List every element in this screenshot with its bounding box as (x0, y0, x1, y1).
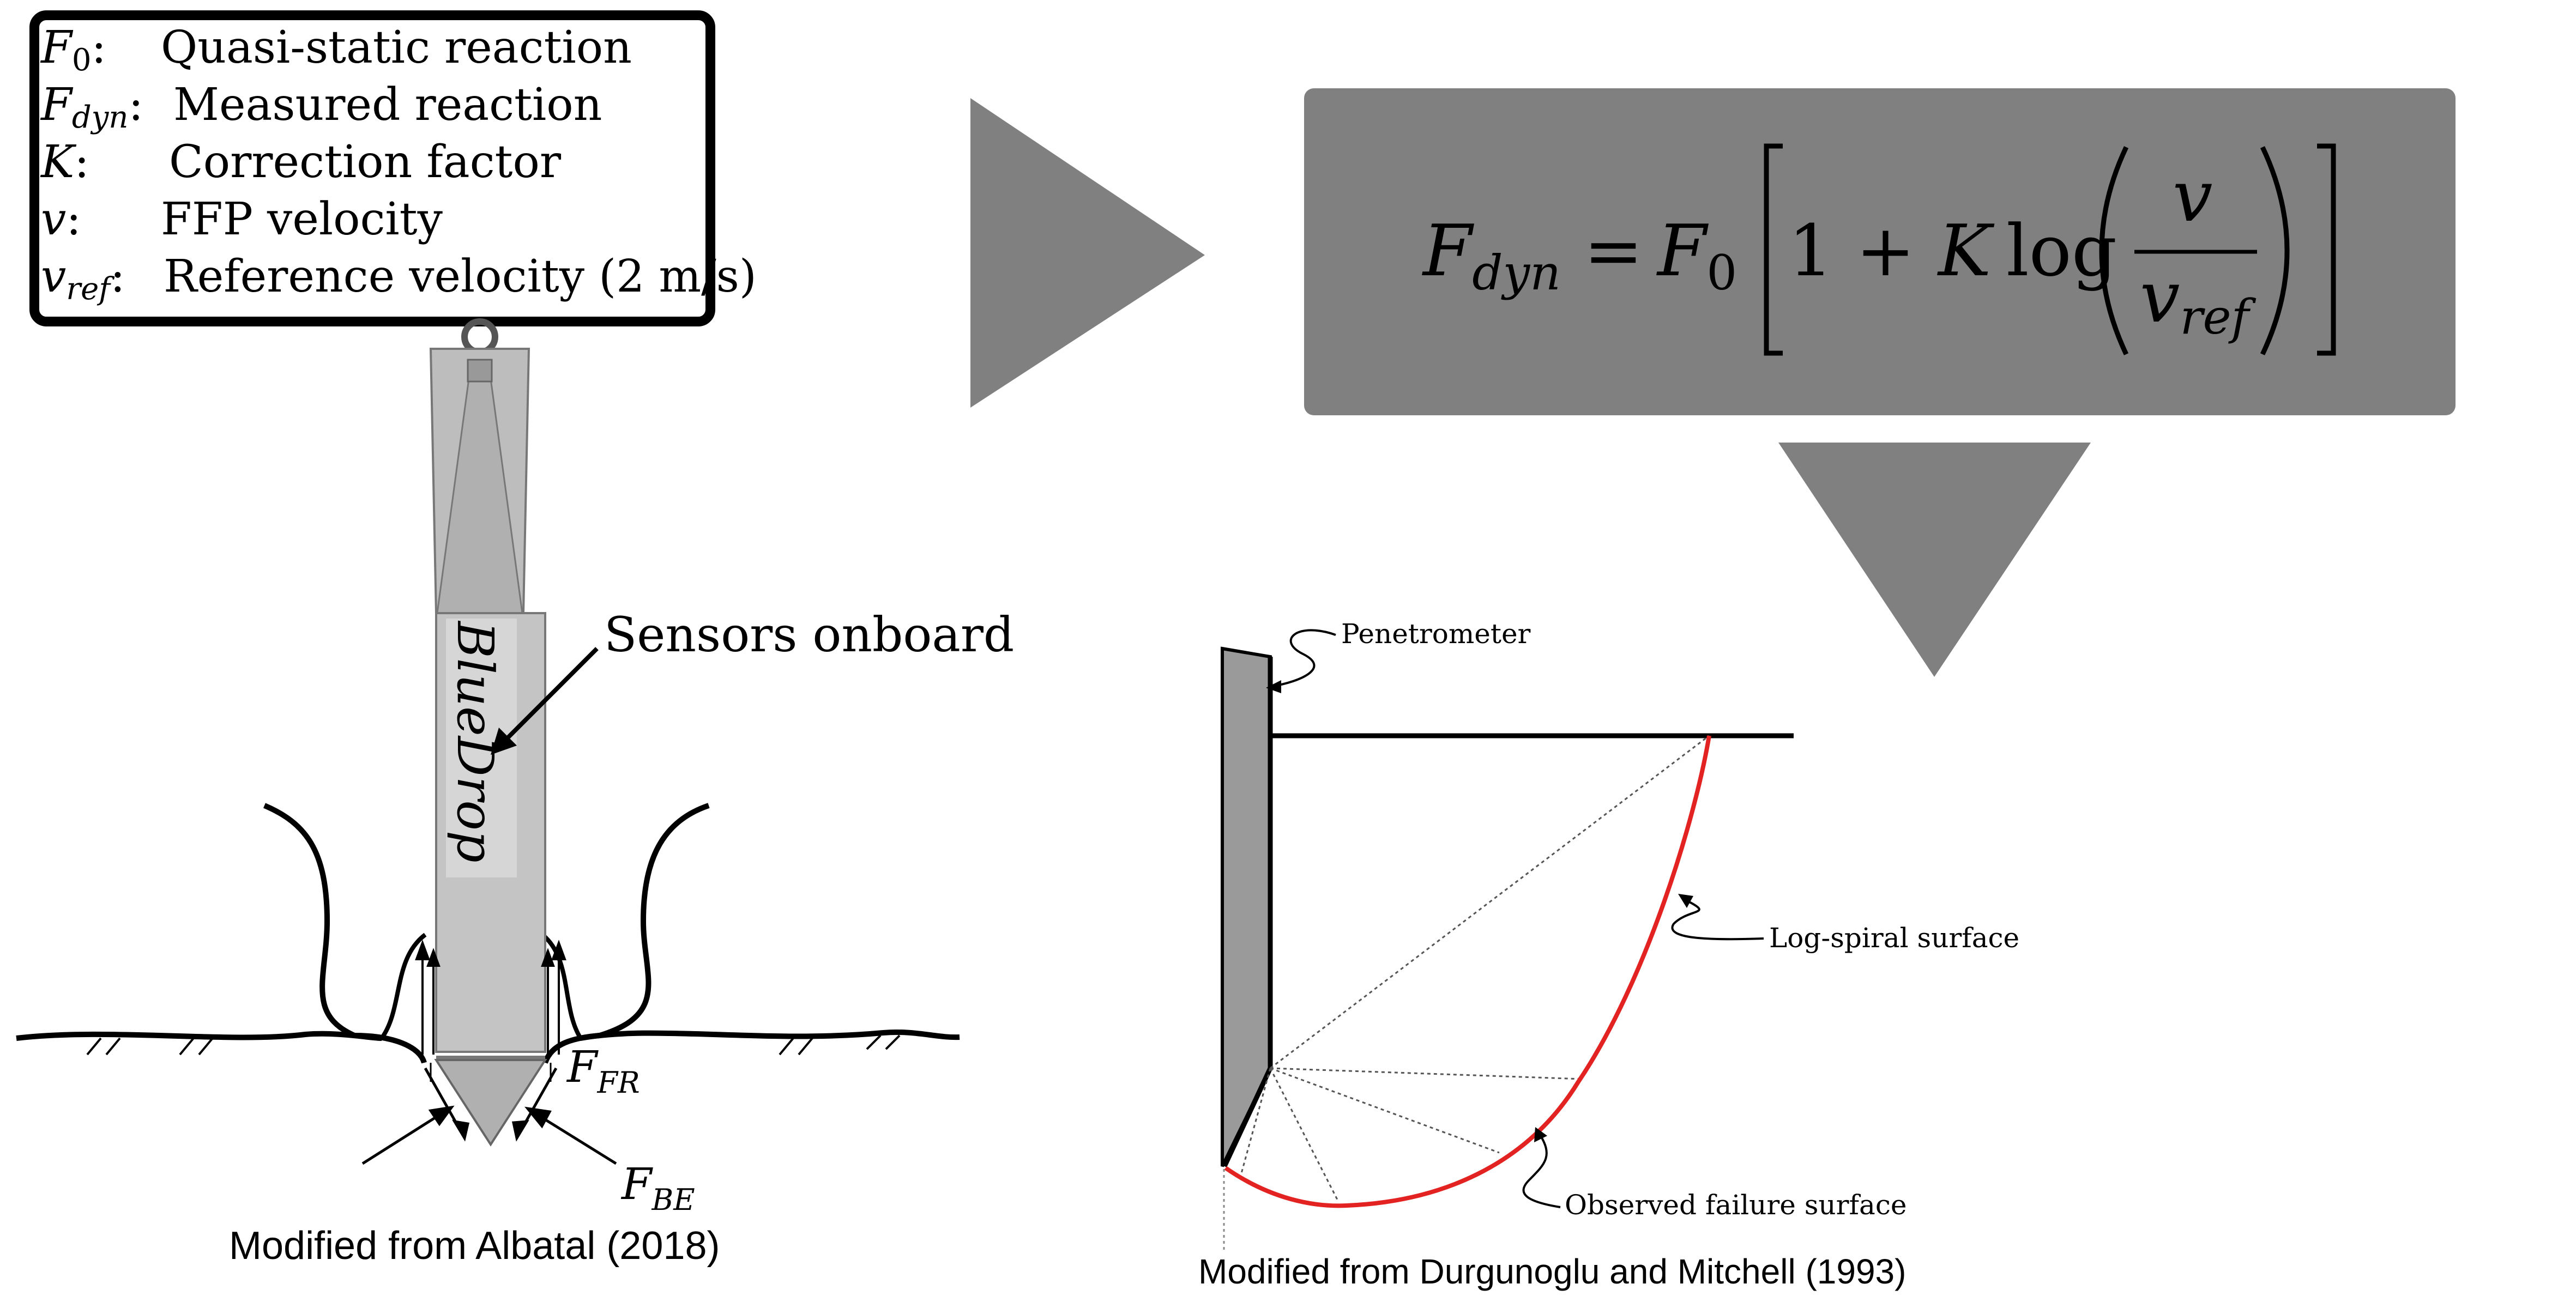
observed-label: Observed failure surface (1565, 1189, 1907, 1221)
legend-box: F0: Quasi-static reaction Fdyn: Measured… (29, 10, 757, 326)
equation-log: log (2006, 209, 2117, 292)
legend-text-fdyn: Measured reaction (173, 79, 602, 131)
legend-border (29, 10, 715, 326)
log-spiral-leader-head (1678, 894, 1693, 908)
legend-row-fdyn: Fdyn: (40, 79, 143, 135)
left-paren (2099, 146, 2129, 355)
legend-row-k: K: (40, 136, 89, 188)
right-soil-heave-inner (541, 932, 583, 1040)
equation-panel: Fdyn = F0 1 + K log v vref (1304, 88, 2456, 415)
penetrometer-body: BlueDrop (429, 318, 547, 1147)
radial-lines (1239, 735, 1710, 1202)
legend-text-k: Correction factor (169, 136, 562, 188)
equation-equals: = (1584, 209, 1643, 292)
equation-lhs: Fdyn (1422, 209, 1561, 301)
failure-curve (1224, 735, 1711, 1208)
sensors-arrowhead (491, 728, 517, 755)
right-bracket (2317, 143, 2336, 356)
log-spiral-label: Log-spiral surface (1769, 922, 2019, 954)
legend-text-v: FFP velocity (161, 193, 443, 245)
durgunoglu-caption: Modified from Durgunoglu and Mitchell (1… (1198, 1252, 1906, 1291)
log-spiral-leader (1671, 897, 1764, 941)
penetrometer-diagram: BlueDrop Sensors onboard (16, 318, 1014, 1268)
legend-row-v: v: (41, 193, 81, 245)
equation-denominator: vref (2140, 256, 2257, 345)
sensors-label: Sensors onboard (604, 607, 1014, 663)
left-bracket (1764, 143, 1783, 356)
legend-row-vref: vref: (41, 251, 125, 307)
ground-hatching (86, 1034, 901, 1056)
penetrometer-leader-head (1266, 680, 1281, 693)
observed-leader-head (1534, 1127, 1547, 1142)
failure-surface-diagram: Penetrometer Log-spiral surface Observed… (1198, 618, 2019, 1291)
penetrometer-cone (434, 1059, 547, 1147)
equation-background (1304, 88, 2456, 415)
penetrometer-label: Penetrometer (1341, 618, 1531, 650)
friction-arrows (415, 940, 566, 1055)
legend-text-f0: Quasi-static reaction (161, 22, 632, 74)
force-fr-label: FFR (566, 1041, 640, 1100)
left-soil-heave-inner (379, 932, 427, 1040)
observed-leader (1522, 1131, 1561, 1208)
equation-one-plus: 1 + (1788, 209, 1938, 292)
bearing-arrows (361, 1063, 617, 1165)
flow-arrow-down (1778, 443, 2091, 677)
equation-numerator: v (2173, 155, 2212, 238)
legend-row-f0: F0: (40, 22, 106, 78)
right-soil-heave (542, 803, 710, 1064)
force-be-label: FBE (620, 1159, 695, 1217)
right-paren (2260, 146, 2290, 355)
sensors-leader (500, 647, 599, 746)
left-soil-heave (263, 803, 427, 1064)
equation-k: K (1937, 209, 1995, 292)
albatal-caption: Modified from Albatal (2018) (229, 1224, 720, 1268)
cap-nut (467, 359, 493, 383)
cone-edge (1222, 1067, 1273, 1167)
device-label: BlueDrop (446, 620, 504, 863)
legend-text-vref: Reference velocity (2 m/s) (164, 251, 757, 302)
penetrometer-leader (1270, 629, 1336, 688)
flow-arrow-right (970, 98, 1205, 408)
equation-f0: F0 (1656, 209, 1737, 301)
